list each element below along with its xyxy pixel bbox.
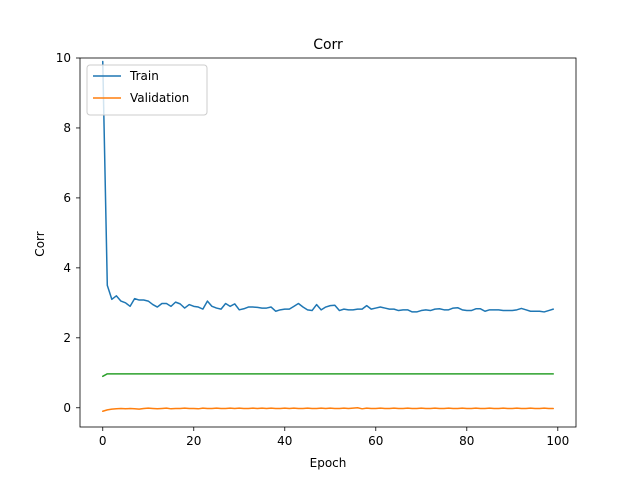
y-tick-label: 6 bbox=[63, 191, 71, 205]
legend-box bbox=[86, 64, 208, 116]
y-tick-label: 4 bbox=[63, 261, 71, 275]
x-tick-label: 80 bbox=[459, 434, 474, 448]
axes-layer: 0 20 40 60 80 100 0 2 4 6 8 10 bbox=[56, 51, 577, 448]
x-tick-label: 100 bbox=[546, 434, 569, 448]
series-line-train bbox=[102, 60, 554, 313]
series-line-series-3 bbox=[102, 373, 554, 378]
x-axis-label: Epoch bbox=[310, 456, 347, 470]
x-tick-label: 20 bbox=[186, 434, 201, 448]
series-line-validation bbox=[102, 407, 554, 413]
series-layer bbox=[102, 60, 554, 413]
legend: Train Validation bbox=[86, 64, 208, 116]
plot-frame bbox=[79, 57, 577, 428]
y-tick-label: 0 bbox=[63, 401, 71, 415]
chart-title: Corr bbox=[313, 37, 343, 53]
y-tick-label: 2 bbox=[63, 331, 71, 345]
y-tick-label: 8 bbox=[63, 121, 71, 135]
legend-label-train: Train bbox=[129, 69, 159, 83]
x-tick-label: 0 bbox=[99, 434, 107, 448]
x-tick-label: 60 bbox=[368, 434, 383, 448]
legend-label-validation: Validation bbox=[130, 91, 189, 105]
y-axis-label: Corr bbox=[33, 231, 47, 256]
y-tick-label: 10 bbox=[56, 51, 71, 65]
x-tick-label: 40 bbox=[277, 434, 292, 448]
